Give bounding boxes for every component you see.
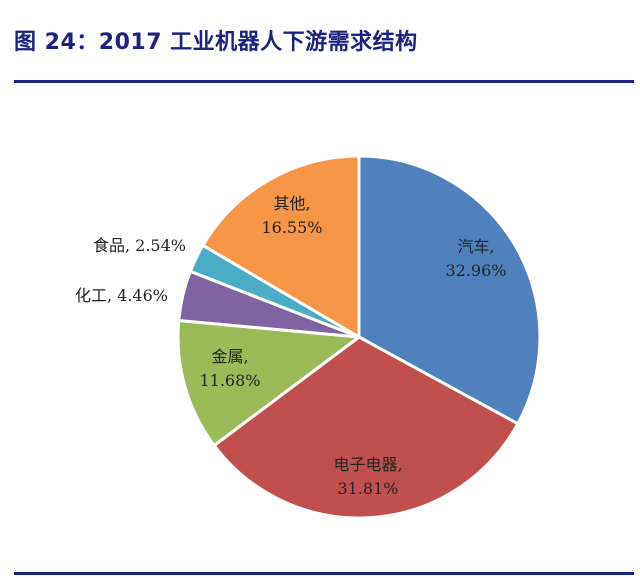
slice-label-name-4: 食品, 2.54% (93, 236, 186, 255)
slice-label-name-1: 电子电器, (333, 455, 402, 474)
slice-label-name-0: 汽车, (457, 237, 494, 256)
slice-label-2: 金属, 11.68% (199, 347, 260, 390)
slice-label-5: 其他, 16.55% (261, 194, 322, 237)
figure-title: 图 24：2017 工业机器人下游需求结构 (14, 30, 418, 55)
slice-label-value-2: 11.68% (199, 371, 260, 390)
slice-label-value-5: 16.55% (261, 218, 322, 237)
slice-label-1: 电子电器, 31.81% (333, 455, 402, 498)
pie-slice-0 (357, 154, 542, 426)
slice-label-0: 汽车, 32.96% (445, 237, 506, 280)
pie-slice-1 (212, 335, 520, 520)
footer-rule (14, 572, 634, 575)
slice-label-name-2: 金属, (211, 347, 248, 366)
pie-slice-5 (201, 154, 361, 339)
slice-label-4: 食品, 2.54% (93, 236, 186, 255)
slice-label-value-1: 31.81% (337, 479, 398, 498)
title-rule (14, 80, 634, 83)
slice-label-3: 化工, 4.46% (75, 286, 168, 305)
slice-label-value-0: 32.96% (445, 261, 506, 280)
pie-slice-2 (176, 319, 361, 447)
slice-label-name-3: 化工, 4.46% (75, 286, 168, 305)
slice-label-name-5: 其他, (273, 194, 310, 213)
